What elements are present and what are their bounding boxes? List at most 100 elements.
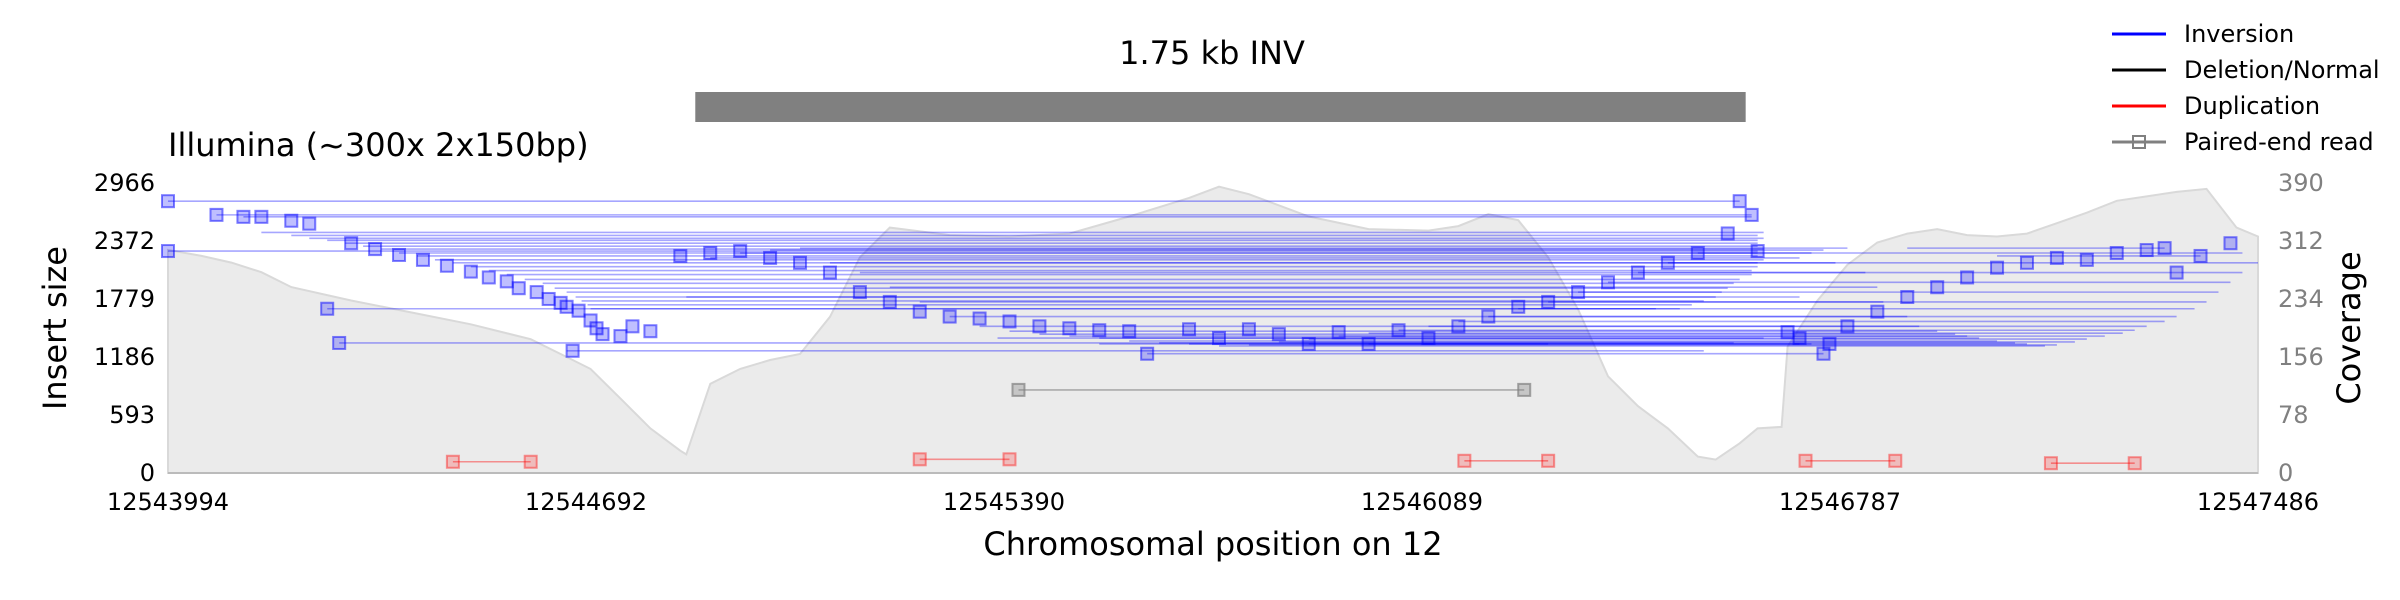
inversion-read-marker-2	[209, 207, 224, 222]
inversion-read-marker-14	[463, 264, 478, 279]
inversion-read-marker-10	[368, 242, 383, 257]
inversion-read-marker-12	[415, 252, 430, 267]
inversion-read-marker-15	[481, 270, 496, 285]
duplication-read-start-0	[445, 454, 460, 469]
sv-region-bar	[695, 92, 1746, 122]
inversion-read-marker-72	[1822, 336, 1837, 351]
inversion-read-marker-81	[2079, 252, 2094, 267]
inversion-read-marker-70	[1792, 331, 1807, 346]
inversion-read-marker-36	[852, 285, 867, 300]
inversion-read-marker-64	[1690, 246, 1705, 261]
duplication-read-end-3	[1888, 453, 1903, 468]
inversion-read-marker-33	[763, 250, 778, 265]
inversion-read-marker-59	[1541, 294, 1556, 309]
inversion-read-marker-85	[2169, 265, 2184, 280]
legend-label-1: Deletion/Normal	[2184, 56, 2380, 84]
y-ticks: 0 593 1186 1779 2372 2966	[94, 169, 155, 487]
inversion-read-marker-30	[673, 248, 688, 263]
y-tick-label-1: 593	[109, 401, 155, 429]
inversion-read-marker-49	[1241, 322, 1256, 337]
inversion-read-marker-52	[1331, 325, 1346, 340]
inversion-read-marker-76	[1930, 280, 1945, 295]
inversion-read-marker-75	[1900, 290, 1915, 305]
duplication-read-end-1	[1002, 452, 1017, 467]
inversion-read-marker-60	[1571, 285, 1586, 300]
inversion-read-marker-67	[1744, 207, 1759, 222]
legend: Inversion Deletion/Normal Duplication Paire…	[2112, 20, 2380, 156]
duplication-read-start-1	[912, 452, 927, 467]
inversion-read-marker-31	[703, 246, 718, 261]
inversion-read-marker-83	[2139, 243, 2154, 258]
y-tick-label-0: 0	[140, 459, 155, 487]
inversion-read-marker-17	[511, 281, 526, 296]
inversion-read-marker-19	[541, 291, 556, 306]
inversion-read-marker-3	[236, 209, 251, 224]
inversion-read-marker-65	[1720, 226, 1735, 241]
inversion-read-marker-13	[439, 258, 454, 273]
panel-title: Illumina (~300x 2x150bp)	[168, 126, 589, 164]
duplication-read-start-3	[1798, 453, 1813, 468]
inversion-read-marker-69	[1780, 325, 1795, 340]
x-tick-label-2: 12545390	[943, 488, 1065, 516]
inversion-read-marker-42	[1032, 319, 1047, 334]
inversion-read-marker-54	[1391, 323, 1406, 338]
inversion-read-marker-82	[2109, 246, 2124, 261]
y2-tick-label-2: 156	[2278, 343, 2324, 371]
normal-read-start-0	[1011, 382, 1026, 397]
inversion-read-marker-53	[1361, 336, 1376, 351]
y2-tick-label-0: 0	[2278, 459, 2293, 487]
inversion-read-marker-35	[822, 265, 837, 280]
legend-marker-3	[2132, 135, 2146, 149]
inversion-read-marker-66	[1732, 194, 1747, 209]
inversion-read-marker-40	[972, 311, 987, 326]
legend-label-0: Inversion	[2184, 20, 2294, 48]
inversion-read-marker-74	[1870, 304, 1885, 319]
inversion-read-marker-9	[344, 236, 359, 251]
inversion-read-marker-0	[161, 194, 175, 209]
coverage-fill	[167, 185, 2259, 474]
y-tick-label-4: 2372	[94, 227, 155, 255]
y2-tick-label-1: 78	[2278, 401, 2309, 429]
y-tick-label-5: 2966	[94, 169, 155, 197]
inversion-read-marker-38	[912, 304, 927, 319]
inversion-read-marker-48	[1211, 331, 1226, 346]
y2-ticks: 0 78 156 234 312 390	[2278, 169, 2324, 487]
inversion-read-marker-79	[2019, 255, 2034, 270]
inversion-read-marker-22	[565, 343, 580, 358]
inversion-read-marker-7	[320, 301, 335, 316]
inversion-read-marker-45	[1122, 324, 1137, 339]
inversion-read-marker-84	[2157, 241, 2172, 256]
inversion-read-marker-43	[1062, 321, 1077, 336]
inversion-read-marker-21	[559, 299, 574, 314]
x-tick-label-3: 12546089	[1361, 488, 1483, 516]
inversion-read-marker-50	[1271, 327, 1286, 342]
inversion-read-marker-32	[733, 244, 748, 259]
y2-tick-label-4: 312	[2278, 227, 2324, 255]
inversion-read-marker-34	[793, 255, 808, 270]
inversion-read-marker-63	[1660, 255, 1675, 270]
y2-axis-label: Coverage	[2330, 251, 2368, 404]
inversion-read-marker-5	[284, 213, 299, 228]
duplication-read-start-2	[1457, 453, 1472, 468]
duplication-read-end-2	[1541, 453, 1556, 468]
x-tick-label-0: 12543994	[107, 488, 229, 516]
inversion-read-marker-58	[1511, 299, 1526, 314]
inversion-read-marker-1	[161, 244, 175, 259]
x-axis-label: Chromosomal position on 12	[983, 525, 1442, 563]
inversion-read-marker-39	[942, 309, 957, 324]
inversion-read-marker-26	[595, 327, 610, 342]
y-tick-label-2: 1186	[94, 343, 155, 371]
normal-read-end-0	[1517, 382, 1532, 397]
duplication-read-end-0	[523, 454, 538, 469]
inversion-read-marker-78	[1990, 260, 2005, 275]
inversion-read-marker-11	[392, 247, 407, 262]
inversion-read-marker-28	[625, 319, 640, 334]
inversion-read-marker-6	[302, 216, 317, 231]
inversion-read-marker-8	[332, 335, 347, 350]
inversion-read-marker-77	[1960, 270, 1975, 285]
duplication-read-end-4	[2127, 456, 2142, 471]
x-tick-label-1: 12544692	[525, 488, 647, 516]
inversion-read-marker-55	[1421, 331, 1436, 346]
inversion-read-marker-62	[1630, 265, 1645, 280]
inversion-read-marker-18	[529, 285, 544, 300]
